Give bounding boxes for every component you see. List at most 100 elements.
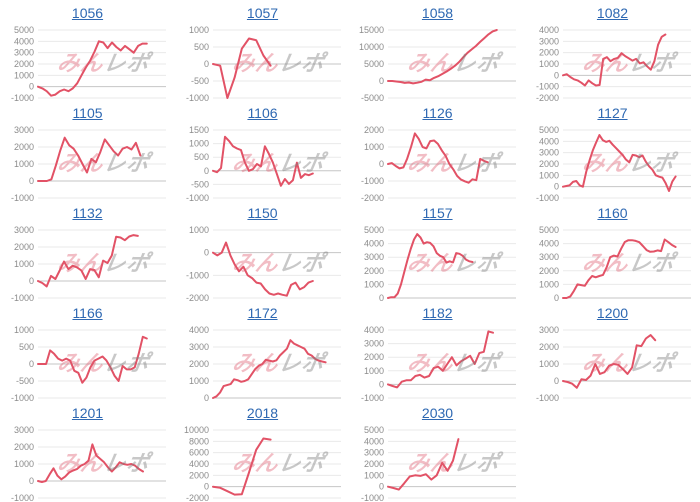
- y-tick-label: 1000: [188, 225, 208, 235]
- machine-link-1105[interactable]: 1105: [72, 105, 103, 121]
- y-tick-label: 1000: [363, 470, 383, 480]
- line-plot: 1000 500 0 -500 -1000: [10, 325, 166, 402]
- trend-line: [211, 135, 314, 187]
- y-tick-label: -2000: [185, 493, 208, 502]
- machine-link-1057[interactable]: 1057: [246, 5, 279, 21]
- y-tick-label: 2000: [188, 470, 208, 480]
- y-tick-label: 2000: [363, 459, 383, 469]
- machine-cell: 1132 3000 2000 1000 0 -1000 みんレポ: [0, 200, 175, 302]
- y-tick-label: 4000: [363, 436, 383, 446]
- y-tick-label: 2000: [538, 266, 558, 276]
- machine-link-1150[interactable]: 1150: [247, 205, 278, 221]
- y-tick-label: 2000: [13, 59, 33, 69]
- y-tick-label: 1000: [188, 139, 208, 149]
- machine-link-1160[interactable]: 1160: [597, 205, 628, 221]
- trend-line: [36, 234, 139, 288]
- y-tick-label: 4000: [538, 25, 558, 35]
- trend-line: [386, 29, 498, 85]
- trend-chart: 2000 1000 0 -1000 -2000 みんレポ: [356, 124, 520, 202]
- trend-line: [386, 132, 489, 184]
- y-tick-label: 4000: [538, 239, 558, 249]
- y-tick-label: 4000: [363, 239, 383, 249]
- machine-link-1172[interactable]: 1172: [247, 305, 278, 321]
- y-tick-label: 0: [553, 376, 558, 386]
- y-tick-label: -1000: [360, 393, 383, 402]
- trend-line: [36, 335, 148, 384]
- y-tick-label: 1000: [13, 325, 33, 335]
- y-tick-label: 0: [553, 293, 558, 302]
- y-tick-label: 8000: [188, 436, 208, 446]
- machine-link-1058[interactable]: 1058: [421, 5, 454, 21]
- y-tick-label: 5000: [538, 125, 558, 135]
- y-tick-label: 5000: [13, 25, 33, 35]
- y-tick-label: -1000: [10, 293, 33, 302]
- y-tick-label: 3000: [538, 36, 558, 46]
- machine-link-1166[interactable]: 1166: [72, 305, 103, 321]
- line-plot: 3000 2000 1000 0 -1000: [535, 325, 691, 402]
- machine-cell: 1201 3000 2000 1000 0 -1000 みんレポ: [0, 400, 175, 502]
- y-tick-label: 0: [553, 182, 558, 192]
- trend-chart: 1500 1000 500 0 -500 -1000 みんレポ: [181, 124, 345, 202]
- machine-cell: 1082 4000 3000 2000 1000 0 -1000 -2000 みんレポ: [525, 0, 700, 102]
- y-tick-label: 1000: [13, 70, 33, 80]
- trend-chart: 5000 4000 3000 2000 1000 0 みんレポ: [531, 224, 695, 302]
- machine-cell: 1058 15000 10000 5000 0 -5000 みんレポ: [350, 0, 525, 102]
- trend-chart: 5000 4000 3000 2000 1000 0 みんレポ: [356, 224, 520, 302]
- y-tick-label: -1000: [360, 493, 383, 502]
- line-plot: 1000 0 -1000 -2000: [185, 225, 341, 302]
- line-plot: 3000 2000 1000 0 -1000: [10, 225, 166, 302]
- y-tick-label: -1000: [535, 193, 558, 202]
- y-tick-label: 0: [378, 159, 383, 169]
- y-tick-label: 5000: [538, 225, 558, 235]
- machine-cell: 2018 10000 8000 6000 4000 2000 0 -2000 みんレポ: [175, 400, 350, 502]
- trend-chart: 5000 4000 3000 2000 1000 0 -1000 みんレポ: [531, 124, 695, 202]
- y-tick-label: 0: [28, 359, 33, 369]
- machine-link-1127[interactable]: 1127: [597, 105, 628, 121]
- trend-chart: 3000 2000 1000 0 -1000 みんレポ: [6, 224, 170, 302]
- trend-chart: 10000 8000 6000 4000 2000 0 -2000 みんレポ: [181, 424, 345, 502]
- y-tick-label: 2000: [13, 442, 33, 452]
- machine-cell: 1200 3000 2000 1000 0 -1000 みんレポ: [525, 300, 700, 402]
- machine-link-1182[interactable]: 1182: [422, 305, 453, 321]
- trend-line: [561, 334, 656, 389]
- machine-link-1157[interactable]: 1157: [422, 205, 453, 221]
- y-tick-label: 3000: [363, 448, 383, 458]
- machine-cell: 1157 5000 4000 3000 2000 1000 0 みんレポ: [350, 200, 525, 302]
- trend-chart: 1000 0 -1000 -2000 みんレポ: [181, 224, 345, 302]
- machine-link-1201[interactable]: 1201: [71, 405, 104, 421]
- y-tick-label: 5000: [363, 425, 383, 435]
- line-plot: 2000 1000 0 -1000 -2000: [360, 125, 516, 202]
- machine-cell: 1057 1000 500 0 -500 -1000 みんレポ: [175, 0, 350, 102]
- machine-link-1132[interactable]: 1132: [72, 205, 103, 221]
- y-tick-label: 0: [28, 476, 33, 486]
- trend-chart: 4000 3000 2000 1000 0 -1000 みんレポ: [356, 324, 520, 402]
- machine-link-1082[interactable]: 1082: [596, 5, 629, 21]
- machine-link-1056[interactable]: 1056: [71, 5, 104, 21]
- machine-link-1126[interactable]: 1126: [422, 105, 453, 121]
- trend-line: [36, 136, 141, 182]
- y-tick-label: 3000: [13, 48, 33, 58]
- trend-chart: 4000 3000 2000 1000 0 -1000 -2000 みんレポ: [531, 24, 695, 102]
- y-tick-label: -500: [15, 376, 33, 386]
- y-tick-label: 1000: [13, 459, 33, 469]
- machine-cell: 1056 5000 4000 3000 2000 1000 0 -1000 みんレポ: [0, 0, 175, 102]
- y-tick-label: -500: [190, 179, 208, 189]
- y-tick-label: 0: [203, 393, 208, 402]
- y-tick-label: 1000: [363, 366, 383, 376]
- y-tick-label: 0: [378, 482, 383, 492]
- y-tick-label: 4000: [188, 459, 208, 469]
- machine-link-2018[interactable]: 2018: [246, 405, 279, 421]
- trend-line: [36, 443, 144, 483]
- y-tick-label: 15000: [358, 25, 383, 35]
- trend-chart: 4000 3000 2000 1000 0 みんレポ: [181, 324, 345, 402]
- y-tick-label: 500: [18, 342, 33, 352]
- y-tick-label: -2000: [185, 293, 208, 302]
- machine-link-1200[interactable]: 1200: [596, 305, 629, 321]
- y-tick-label: 4000: [13, 36, 33, 46]
- trend-chart: 5000 4000 3000 2000 1000 0 -1000 みんレポ: [6, 24, 170, 102]
- machine-link-1106[interactable]: 1106: [247, 105, 278, 121]
- trend-line: [211, 437, 272, 496]
- machine-link-2030[interactable]: 2030: [421, 405, 454, 421]
- trend-line: [211, 37, 272, 99]
